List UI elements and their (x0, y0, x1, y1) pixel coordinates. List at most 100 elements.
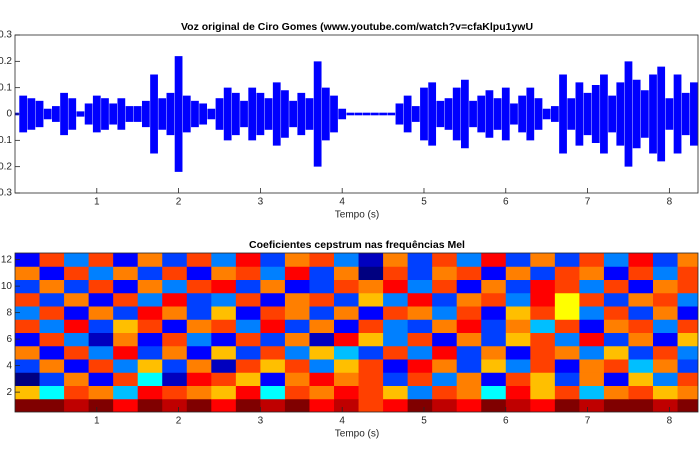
heatmap-cell (603, 398, 629, 412)
heatmap-cell (309, 398, 335, 412)
heatmap-cell (186, 292, 212, 307)
heatmap-cell (407, 266, 433, 280)
heatmap-cell (481, 253, 507, 267)
heatmap-cell (64, 306, 90, 320)
heatmap-cell (211, 345, 237, 360)
heatmap-cell (260, 279, 286, 294)
heatmap-cell (88, 253, 114, 267)
heatmap-cell (162, 306, 188, 320)
heatmap-cell (358, 279, 384, 294)
heatmap-cell (628, 292, 654, 307)
heatmap-cell (554, 385, 580, 400)
heatmap-cell (456, 398, 482, 412)
heatmap-cell (15, 345, 41, 360)
heatmap-cell (211, 292, 237, 307)
heatmap-cell (628, 279, 654, 294)
heatmap-cell (186, 372, 212, 386)
heatmap-cell (505, 332, 531, 347)
heatmap-cell (530, 385, 556, 400)
heatmap-cell (603, 319, 629, 333)
heatmap-cell (88, 266, 114, 280)
y-tick-label: 12 (1, 254, 13, 265)
heatmap-cell (481, 306, 507, 320)
heatmap-cell (15, 319, 41, 333)
heatmap-cell (113, 306, 139, 320)
heatmap-cell (113, 253, 139, 267)
heatmap-cell (260, 345, 286, 360)
heatmap-cell (309, 359, 335, 373)
heatmap-cell (284, 319, 310, 333)
heatmap-cell (358, 398, 384, 412)
heatmap-cell (15, 306, 41, 320)
heatmap-cell (383, 306, 409, 320)
heatmap-cell (162, 253, 188, 267)
heatmap-cell (358, 319, 384, 333)
y-tick-label: -0.2 (0, 161, 12, 172)
heatmap-cell (456, 306, 482, 320)
heatmap-cell (162, 266, 188, 280)
heatmap-cell (235, 306, 261, 320)
y-tick-label: 6 (6, 334, 12, 345)
heatmap-cell (653, 332, 679, 347)
heatmap-cell (579, 319, 605, 333)
heatmap-cell (284, 266, 310, 280)
heatmap-cell (186, 398, 212, 412)
heatmap-cell (235, 292, 261, 307)
heatmap-cell (309, 332, 335, 347)
heatmap-cell (334, 266, 360, 280)
heatmap-cell (383, 319, 409, 333)
heatmap-cell (554, 279, 580, 294)
heatmap-cell (64, 279, 90, 294)
heatmap-cell (383, 332, 409, 347)
heatmap-cell (407, 292, 433, 307)
heatmap-cell (677, 279, 698, 294)
heatmap-cell (15, 398, 41, 412)
heatmap-cell (113, 398, 139, 412)
heatmap-cell (653, 398, 679, 412)
heatmap-cell (456, 253, 482, 267)
heatmap-cell (88, 279, 114, 294)
heatmap-cell (235, 385, 261, 400)
heatmap-cell (334, 345, 360, 360)
heatmap-cell (481, 385, 507, 400)
heatmap-cell (88, 319, 114, 333)
heatmap-cell (579, 266, 605, 280)
heatmap-cell (235, 319, 261, 333)
heatmap-cell (432, 359, 458, 373)
heatmap-cell (407, 279, 433, 294)
heatmap-cell (677, 292, 698, 307)
heatmap-cell (456, 279, 482, 294)
heatmap-cell (653, 306, 679, 320)
heatmap-cell (358, 345, 384, 360)
heatmap-cell (603, 332, 629, 347)
heatmap-cell (481, 398, 507, 412)
heatmap-cell (358, 385, 384, 400)
heatmap-cell (137, 266, 163, 280)
heatmap-cell (603, 345, 629, 360)
plot-area (15, 253, 698, 412)
heatmap-cell (284, 253, 310, 267)
y-tick-label: -0.3 (0, 188, 12, 199)
heatmap-cell (39, 372, 65, 386)
heatmap-cell (211, 385, 237, 400)
heatmap-cell (309, 345, 335, 360)
heatmap-cell (505, 253, 531, 267)
heatmap-cell (481, 292, 507, 307)
heatmap-cell (39, 319, 65, 333)
heatmap-cell (530, 253, 556, 267)
heatmap-cell (113, 279, 139, 294)
heatmap-cell (481, 319, 507, 333)
heatmap-cell (137, 332, 163, 347)
heatmap-cell (260, 385, 286, 400)
heatmap-cell (260, 319, 286, 333)
heatmap-cell (211, 306, 237, 320)
y-tick-label: 2 (6, 387, 12, 398)
x-tick-label: 6 (503, 197, 509, 208)
heatmap-cell (383, 292, 409, 307)
heatmap-cell (579, 398, 605, 412)
heatmap-cell (260, 372, 286, 386)
heatmap-cell (358, 292, 384, 307)
heatmap-cell (162, 372, 188, 386)
heatmap-cell (235, 345, 261, 360)
heatmap-cell (653, 359, 679, 373)
